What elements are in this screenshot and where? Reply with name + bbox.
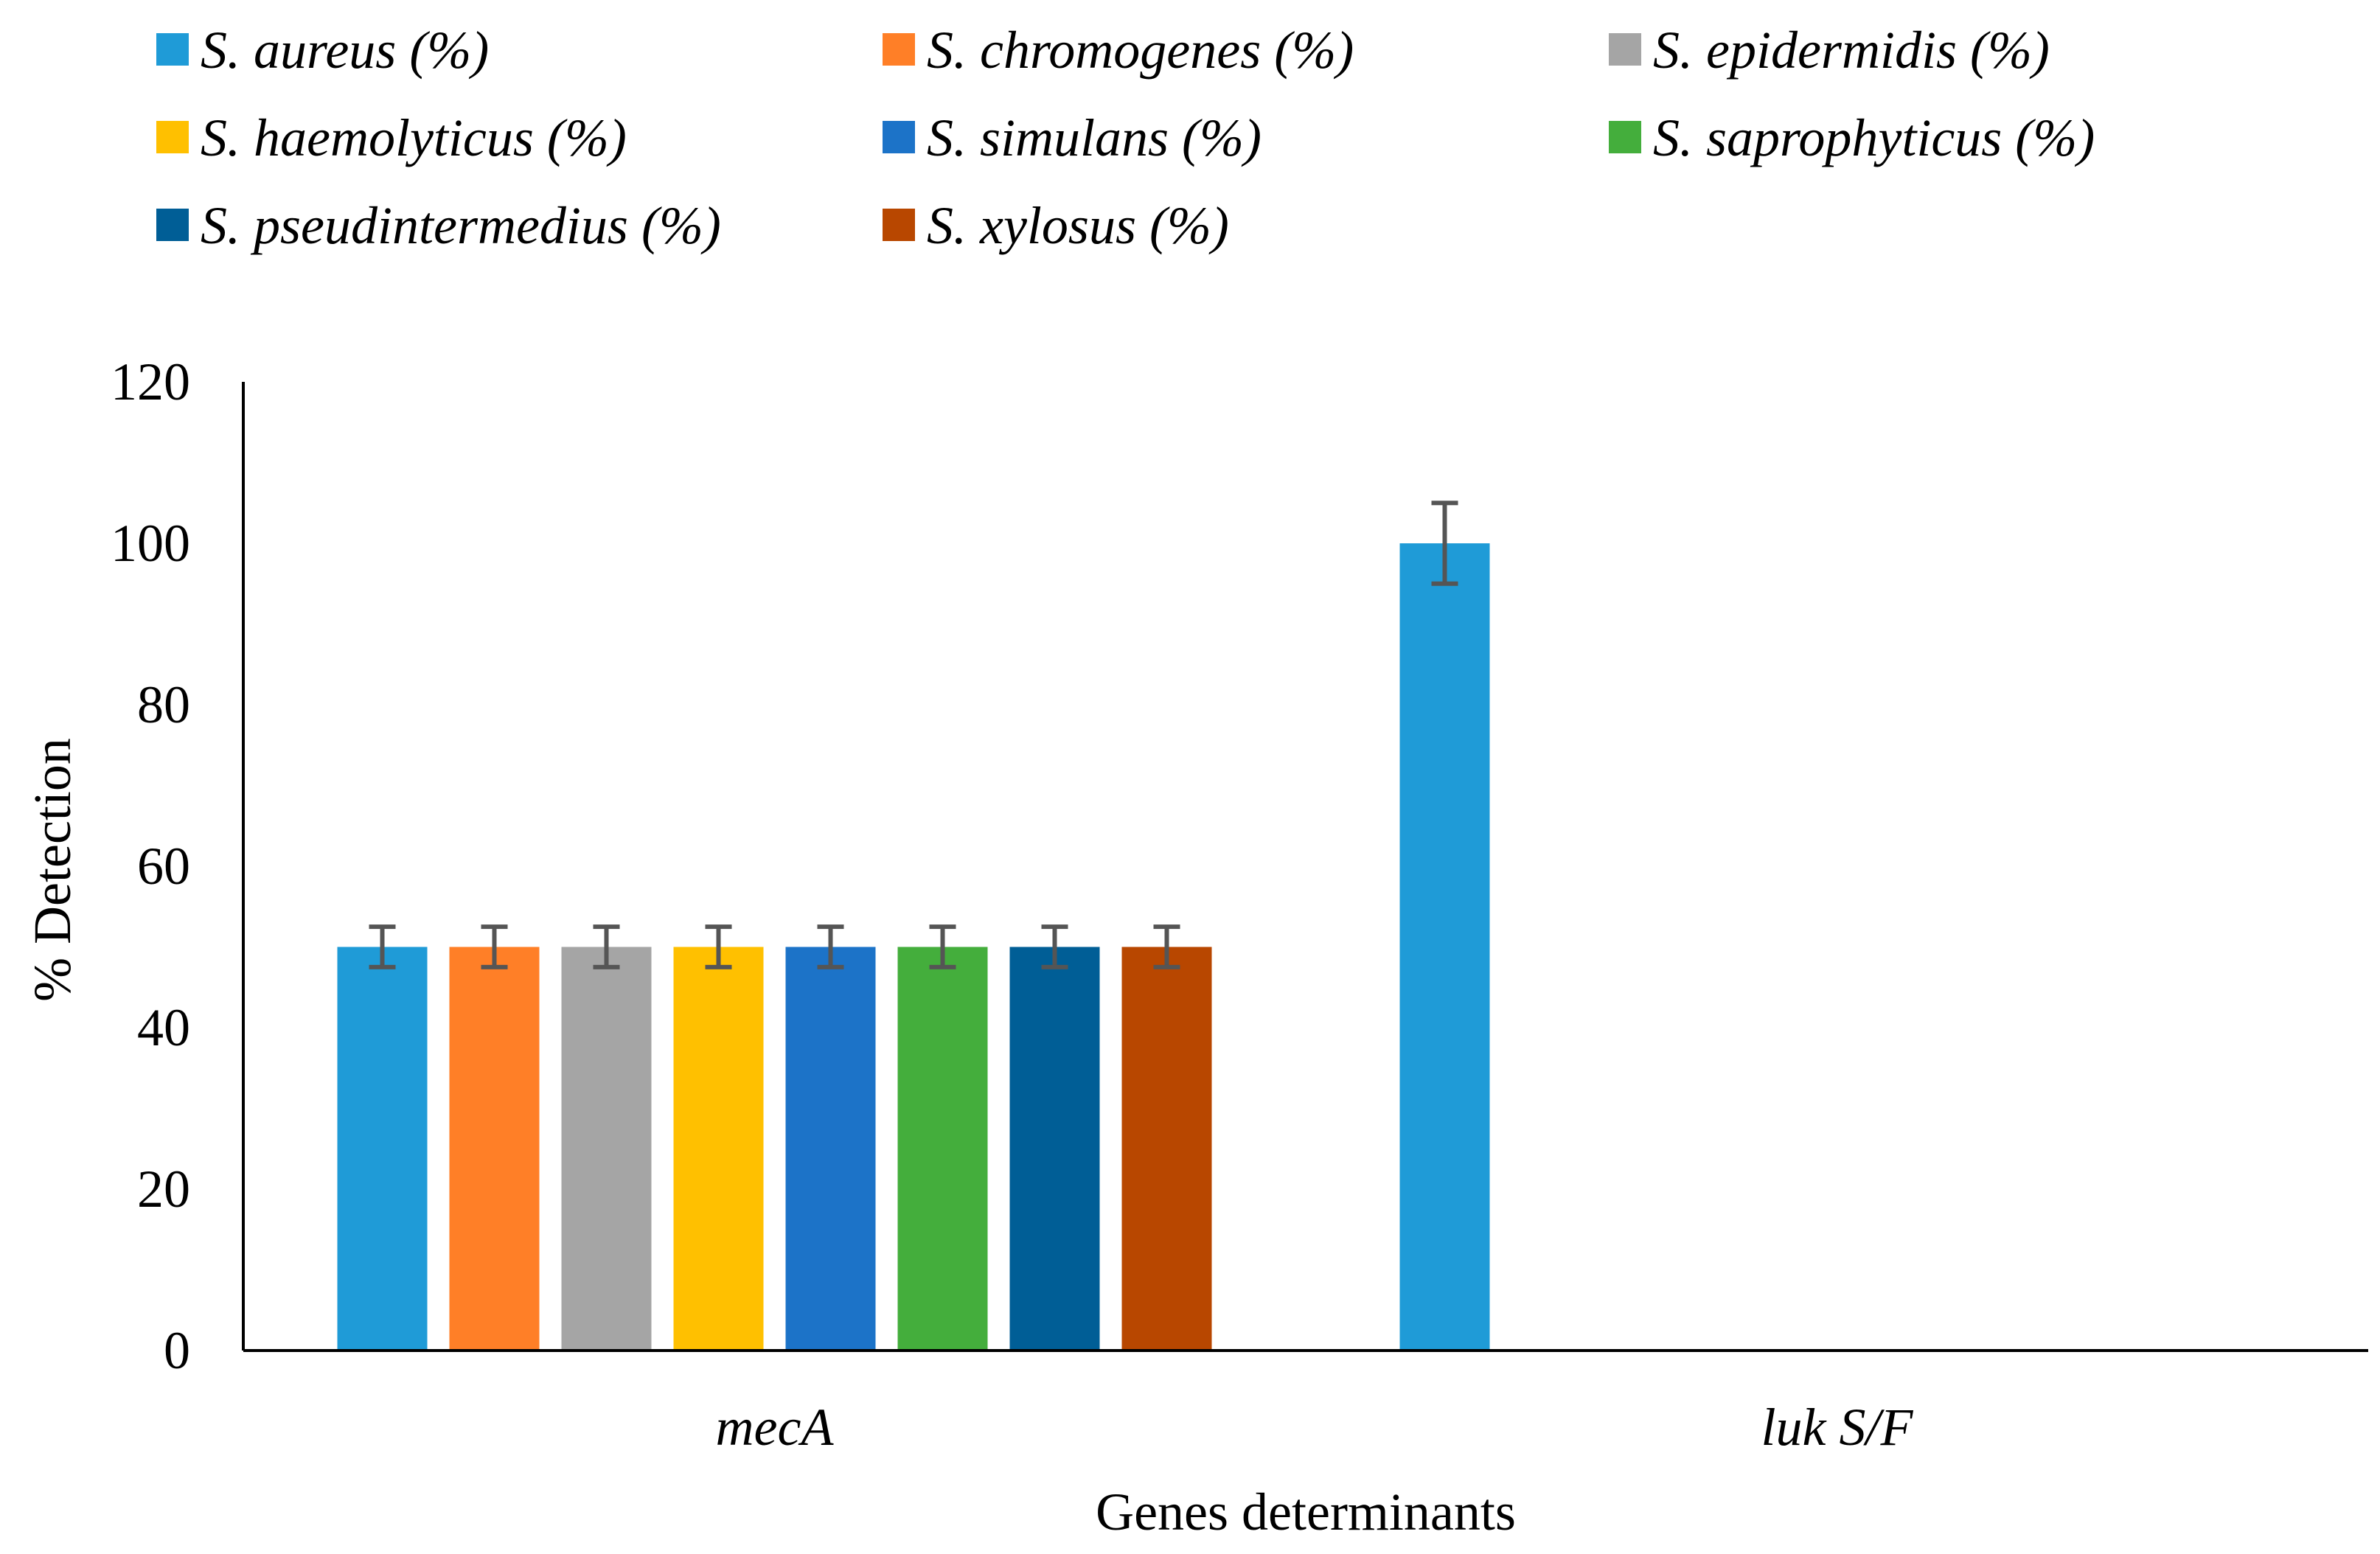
legend-label: S. chromogenes (%) xyxy=(927,21,1354,80)
legend-swatch xyxy=(156,121,189,153)
legend-item-s-xylosus: S. xylosus (%) xyxy=(883,196,1229,255)
error-bar-meca-s-simulans xyxy=(817,924,844,969)
error-bar-meca-s-epidermidis xyxy=(593,924,620,969)
x-axis-title: Genes determinants xyxy=(1096,1482,1516,1541)
error-bar-meca-s-saprophyticus xyxy=(929,924,956,969)
error-bars xyxy=(369,501,1458,969)
legend-item-s-pseudintermedius: S. pseudintermedius (%) xyxy=(156,196,721,255)
legend-swatch xyxy=(1609,33,1641,66)
bars xyxy=(337,543,1490,1351)
legend-label: S. saprophyticus (%) xyxy=(1653,108,2095,167)
legend-label: S. haemolyticus (%) xyxy=(201,108,627,167)
legend-label: S. pseudintermedius (%) xyxy=(201,196,721,255)
y-tick-label-120: 120 xyxy=(111,352,190,411)
y-tick-label-20: 20 xyxy=(137,1160,190,1219)
legend-label: S. xylosus (%) xyxy=(927,196,1229,255)
legend-swatch xyxy=(883,33,915,66)
bar-meca-s-haemolyticus xyxy=(673,947,764,1351)
legend: S. aureus (%) S. chromogenes (%) S. epider… xyxy=(156,21,2095,255)
bar-meca-s-aureus xyxy=(337,947,428,1351)
bar-meca-s-pseudintermedius xyxy=(1009,947,1100,1351)
legend-swatch xyxy=(883,209,915,241)
y-tick-label-0: 0 xyxy=(164,1321,190,1380)
bar-meca-s-xylosus xyxy=(1121,947,1212,1351)
legend-swatch xyxy=(156,33,189,66)
error-bar-meca-s-xylosus xyxy=(1153,924,1180,969)
legend-label: S. epidermidis (%) xyxy=(1653,21,2050,80)
y-ticks: 0 20 40 60 80 100 120 xyxy=(111,352,190,1380)
legend-item-s-saprophyticus: S. saprophyticus (%) xyxy=(1609,108,2095,167)
legend-item-s-chromogenes: S. chromogenes (%) xyxy=(883,21,1354,80)
bar-meca-s-chromogenes xyxy=(449,947,540,1351)
legend-label: S. aureus (%) xyxy=(201,21,489,80)
error-bar-meca-s-pseudintermedius xyxy=(1041,924,1068,969)
legend-item-s-epidermidis: S. epidermidis (%) xyxy=(1609,21,2050,80)
bar-meca-s-epidermidis xyxy=(561,947,652,1351)
bar-meca-s-simulans xyxy=(785,947,876,1351)
category-labels: mecA luk S/F xyxy=(716,1398,1914,1457)
bar-luk-s-f-s-aureus xyxy=(1399,543,1490,1351)
error-bar-meca-s-chromogenes xyxy=(481,924,508,969)
y-tick-label-40: 40 xyxy=(137,998,190,1057)
y-axis-title: % Detection xyxy=(23,738,82,1002)
legend-swatch xyxy=(1609,121,1641,153)
y-tick-label-60: 60 xyxy=(137,837,190,896)
error-bar-meca-s-aureus xyxy=(369,924,396,969)
legend-label: S. simulans (%) xyxy=(927,108,1262,167)
y-tick-label-100: 100 xyxy=(111,514,190,573)
y-tick-label-80: 80 xyxy=(137,675,190,734)
category-label-meca: mecA xyxy=(716,1398,835,1457)
category-label-luk-s-f: luk S/F xyxy=(1761,1398,1914,1457)
legend-swatch xyxy=(883,121,915,153)
bar-meca-s-saprophyticus xyxy=(897,947,988,1351)
legend-item-s-simulans: S. simulans (%) xyxy=(883,108,1262,167)
legend-item-s-aureus: S. aureus (%) xyxy=(156,21,489,80)
legend-swatch xyxy=(156,209,189,241)
error-bar-meca-s-haemolyticus xyxy=(705,924,732,969)
error-bar-luk-s-f-s-aureus xyxy=(1431,501,1458,586)
legend-item-s-haemolyticus: S. haemolyticus (%) xyxy=(156,108,627,167)
